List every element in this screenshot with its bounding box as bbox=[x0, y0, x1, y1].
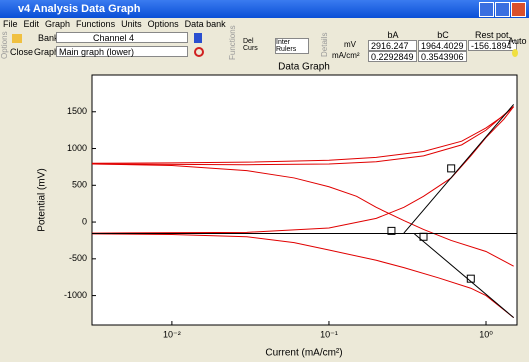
x-tick-label: 10⁻¹ bbox=[320, 329, 338, 339]
result-value: 1964.4029 bbox=[418, 40, 467, 51]
result-value: 2916.247 bbox=[368, 40, 417, 51]
curve bbox=[91, 233, 514, 319]
menu-item[interactable]: Data bank bbox=[184, 19, 226, 29]
column-header: bC bbox=[437, 30, 449, 40]
column-header: bA bbox=[387, 30, 399, 40]
auto-icon[interactable] bbox=[512, 49, 518, 57]
info-icon[interactable] bbox=[194, 33, 202, 43]
maximize[interactable] bbox=[495, 2, 510, 17]
chart-title: Data Graph bbox=[278, 62, 330, 73]
bank-label: Bank bbox=[38, 33, 59, 43]
y-tick-label: -1000 bbox=[64, 290, 87, 300]
result-value: 0.2292849 bbox=[368, 51, 417, 62]
plot-area bbox=[91, 74, 518, 326]
y-axis-label: Potential (mV) bbox=[37, 168, 48, 231]
x-tick-label: 10⁰ bbox=[479, 329, 493, 339]
y-tick-label: 1500 bbox=[67, 106, 87, 116]
marker bbox=[466, 274, 475, 283]
functions-label: Functions bbox=[228, 25, 237, 60]
y-tick-label: -500 bbox=[69, 253, 87, 263]
inter-rulers-button[interactable]: Inter Rulers bbox=[275, 38, 309, 54]
curve bbox=[414, 233, 514, 319]
x-axis-label: Current (mA/cm²) bbox=[265, 348, 342, 359]
marker bbox=[419, 232, 428, 241]
marker bbox=[387, 226, 396, 235]
row-unit: mV bbox=[344, 40, 356, 49]
menu-bar: File Edit Graph Functions Units Options Data b… bbox=[0, 18, 529, 30]
title-bar: v4 Analysis Data Graph bbox=[0, 0, 529, 18]
menu-item[interactable]: Graph bbox=[45, 19, 71, 29]
curve bbox=[403, 104, 515, 234]
auto-label: Auto bbox=[508, 36, 527, 46]
menu-item[interactable]: Functions bbox=[76, 19, 116, 29]
y-tick-label: 0 bbox=[82, 216, 87, 226]
result-value: -156.1894 bbox=[468, 40, 517, 51]
toolbar: Options Close Bank Graph Channel 4 Main … bbox=[0, 25, 529, 62]
window-buttons bbox=[479, 2, 526, 17]
details-label: Details bbox=[320, 32, 329, 58]
y-tick-label: 1000 bbox=[67, 143, 87, 153]
close-icon[interactable] bbox=[12, 34, 22, 43]
curve bbox=[91, 163, 514, 267]
x-tick-label: 10⁻² bbox=[163, 329, 181, 339]
curve bbox=[91, 106, 514, 166]
curve bbox=[91, 106, 515, 234]
column-header: Rest pot. bbox=[474, 30, 512, 40]
menu-item[interactable]: Units bbox=[121, 19, 142, 29]
close-button[interactable]: Close bbox=[10, 47, 34, 57]
chart: Data Graph Current (mA/cm²) Potential (m… bbox=[37, 62, 518, 359]
options-label: Options bbox=[0, 31, 9, 59]
curve bbox=[91, 106, 515, 164]
graph-label: Graph bbox=[34, 47, 60, 57]
y-tick-label: 500 bbox=[72, 180, 87, 190]
result-value: 0.3543906 bbox=[418, 51, 467, 62]
window-title: v4 Analysis Data Graph bbox=[18, 3, 141, 15]
bank-select[interactable]: Channel 4 bbox=[56, 32, 188, 43]
del-curs-button[interactable]: Del Curs bbox=[243, 38, 258, 52]
close-window[interactable] bbox=[511, 2, 526, 17]
menu-item[interactable]: File bbox=[3, 19, 18, 29]
marker bbox=[447, 164, 456, 173]
menu-item[interactable]: Edit bbox=[23, 19, 40, 29]
refresh-icon[interactable] bbox=[194, 47, 204, 57]
graph-select[interactable]: Main graph (lower) bbox=[56, 46, 188, 57]
row-unit: mA/cm² bbox=[332, 51, 360, 60]
menu-item[interactable]: Options bbox=[147, 19, 179, 29]
minimize[interactable] bbox=[479, 2, 494, 17]
